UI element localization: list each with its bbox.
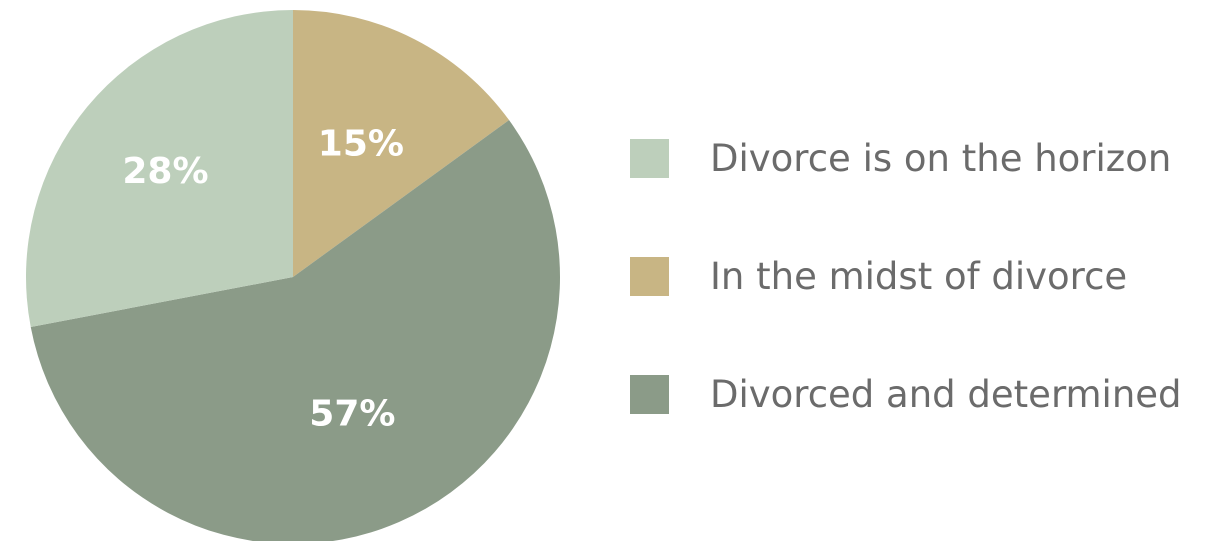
legend-label-midst: In the midst of divorce	[710, 254, 1128, 298]
legend-item-horizon: Divorce is on the horizon	[630, 128, 1182, 188]
pie-label-determined: 57%	[309, 394, 395, 435]
pie-chart: 15% 57% 28%	[25, 10, 560, 541]
pie-label-horizon: 28%	[122, 151, 208, 192]
pie-slice-midst	[293, 10, 510, 277]
legend-label-horizon: Divorce is on the horizon	[710, 136, 1172, 180]
legend-item-midst: In the midst of divorce	[630, 246, 1182, 306]
legend-swatch-horizon	[630, 138, 669, 178]
legend-item-determined: Divorced and determined	[630, 364, 1182, 424]
legend-label-determined: Divorced and determined	[710, 372, 1182, 416]
pie-slice-horizon	[25, 10, 293, 328]
pie-label-midst: 15%	[318, 123, 404, 164]
legend-swatch-midst	[630, 256, 669, 296]
legend: Divorce is on the horizon In the midst o…	[630, 128, 1182, 482]
pie-slice-determined	[30, 120, 560, 541]
legend-swatch-determined	[630, 374, 669, 414]
